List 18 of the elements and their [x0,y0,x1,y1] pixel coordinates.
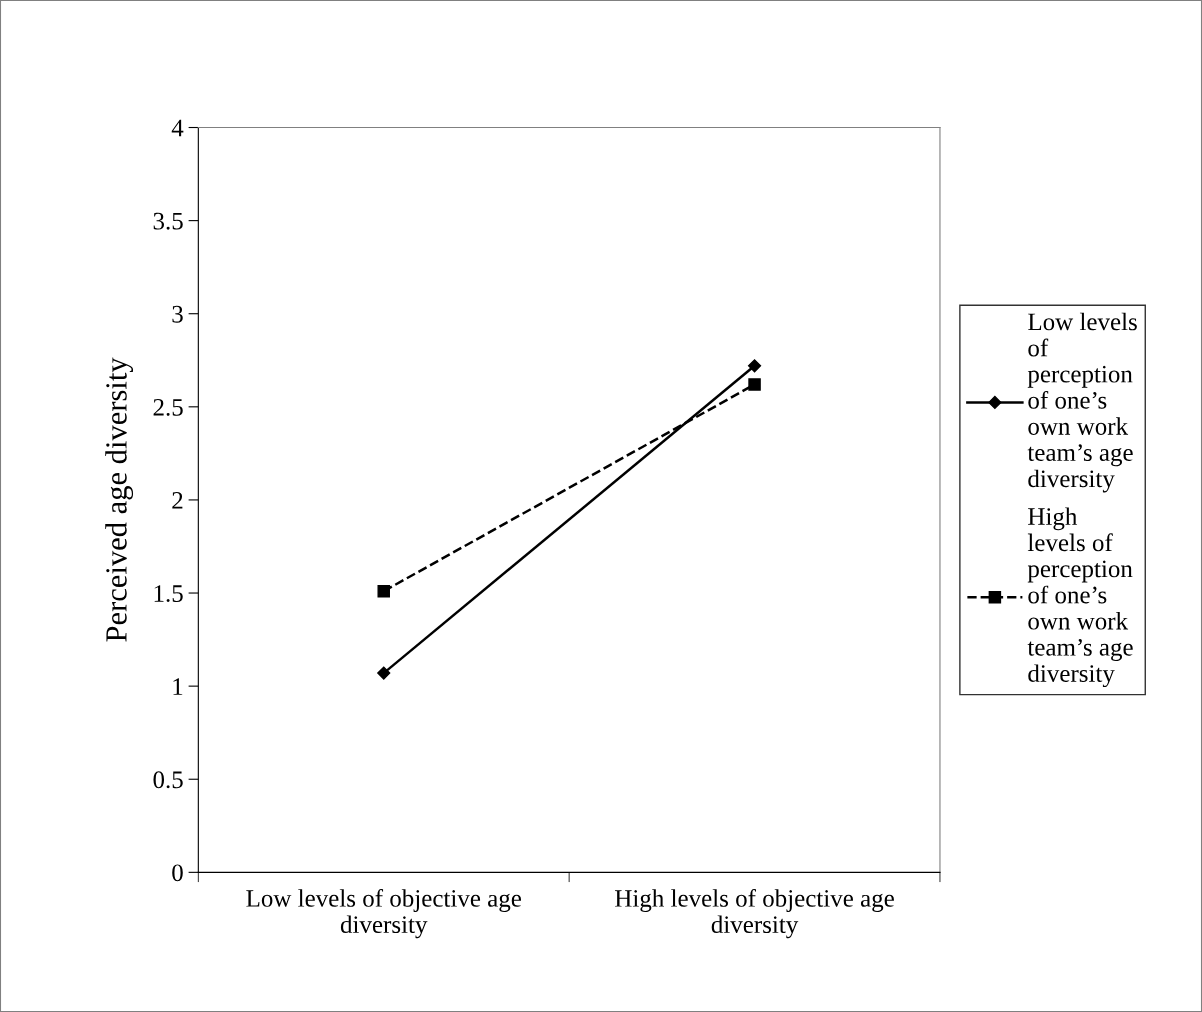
legend-label: Low levels of perception of one’s own work team’s age diversity [1027,312,1137,493]
point [377,584,390,598]
point [377,666,391,680]
legend-label: High levels of perception of one’s own work team’s age diversity [1027,507,1133,688]
point [748,378,761,391]
y-tick-label: 2.5 [153,398,183,416]
y-axis-title: Perceived age diversity [105,357,134,642]
y-tick-label: 0.5 [153,771,183,789]
y-tick-label: 2 [172,492,183,509]
x-tick-label: High levels of objective age diversity [615,889,894,939]
y-tick-label: 3 [172,305,183,323]
y-tick-label: 1.5 [154,585,183,603]
point [747,359,762,373]
y-tick-label: 1 [173,678,183,695]
x-tick-label: Low levels of objective age diversity [246,889,522,939]
y-tick-label: 0 [172,864,183,882]
y-tick-label: 3.5 [153,212,183,230]
y-tick-label: 4 [171,119,184,137]
